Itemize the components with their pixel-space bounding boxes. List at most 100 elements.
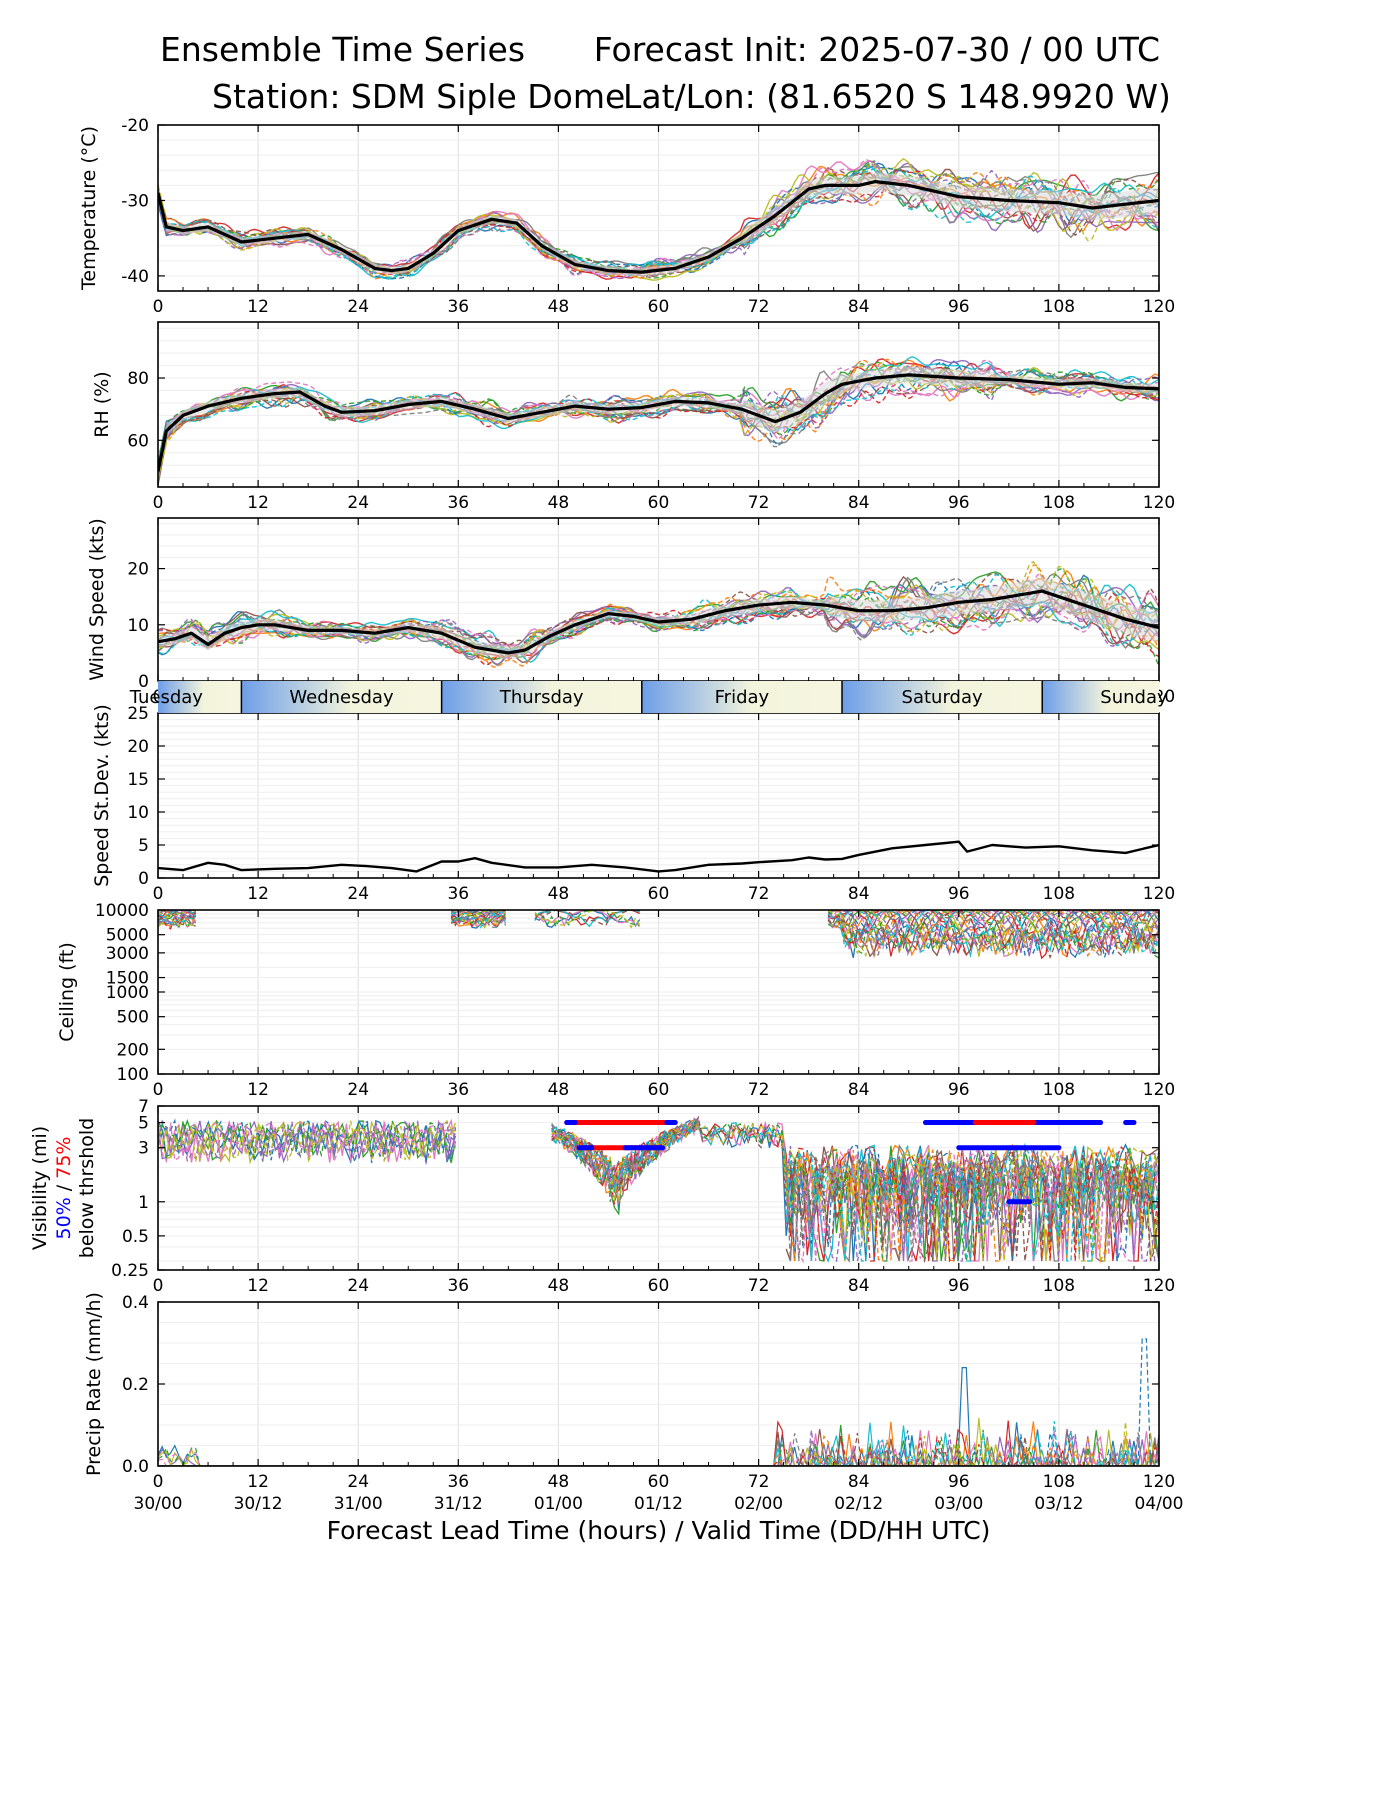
y-tick-label: 5 xyxy=(138,1114,149,1134)
y-tick-label: 0.25 xyxy=(111,1261,149,1281)
x-tick-label: 12 xyxy=(247,884,269,904)
y-tick-label: 100 xyxy=(117,1065,149,1085)
x-tick-label: 84 xyxy=(848,297,870,317)
ensemble-member-line xyxy=(158,910,1159,957)
x-tick-label: 96 xyxy=(948,1276,970,1296)
x-tick-label: 108 xyxy=(1043,297,1075,317)
y-tick-label: 5000 xyxy=(106,926,149,946)
ensemble-member-line xyxy=(158,1118,1159,1262)
y-axis-title: Precip Rate (mm/h) xyxy=(83,1292,105,1476)
legend-50pct: 50% xyxy=(53,1197,75,1239)
panel-6-axes: 0 12 24 36 48 60 72 84 96 108 120 0.25 0.5 1 3 57 xyxy=(111,1097,1175,1296)
panel-4-grid xyxy=(157,712,1160,879)
x-tick-label: 0 xyxy=(153,297,164,317)
x-tick-label: 120 xyxy=(1143,1080,1175,1100)
y-axis-title: Temperature (°C) xyxy=(78,126,100,291)
y-tick-label: 10 xyxy=(127,616,149,636)
x-tick-label: 48 xyxy=(548,297,570,317)
day-label: Friday xyxy=(715,687,770,708)
y-tick-label: 0.0 xyxy=(122,1457,149,1477)
x-tick-label: 48 xyxy=(548,1472,570,1492)
day-segment xyxy=(1042,681,1159,713)
day-segment xyxy=(241,681,442,713)
x-tick-label: 12 xyxy=(247,1080,269,1100)
x-tick-label: 24 xyxy=(347,493,369,513)
ensemble-member-line xyxy=(158,374,1159,467)
x-tick-label: 36 xyxy=(447,493,469,513)
ensemble-member-line xyxy=(158,361,1159,479)
x-tick-label: 24 xyxy=(347,1080,369,1100)
x-tick-label: 72 xyxy=(748,884,770,904)
ensemble-member-line xyxy=(158,910,1159,959)
day-label: Wednesday xyxy=(289,687,394,708)
ensemble-member-line xyxy=(158,910,1159,958)
x-tick-label: 24 xyxy=(347,297,369,317)
x-axis-title: Forecast Lead Time (hours) / Valid Time … xyxy=(327,1516,991,1545)
x-tick-label: 12 xyxy=(247,1276,269,1296)
x-tick-label: 24 xyxy=(347,1276,369,1296)
panel-6-members xyxy=(158,1115,1159,1264)
x-tick-label: 96 xyxy=(948,884,970,904)
ensemble-member-line xyxy=(551,1120,1159,1262)
x-tick-label: 60 xyxy=(648,297,670,317)
x-tick-label: 12 xyxy=(247,297,269,317)
valid-time-label: 01/00 xyxy=(534,1494,583,1514)
ensemble-member-line xyxy=(158,572,1159,650)
panel-3-members xyxy=(158,560,1159,668)
x-tick-label: 60 xyxy=(648,1472,670,1492)
ensemble-member-line xyxy=(158,366,1159,471)
y-tick-label: 1500 xyxy=(106,969,149,989)
x-tick-label: 120 xyxy=(1143,1472,1175,1492)
y-tick-label: 15 xyxy=(127,770,149,790)
panel-1-members xyxy=(158,157,1159,281)
panel-5-grid xyxy=(157,909,1160,1075)
legend-separator: / xyxy=(53,1179,75,1197)
x-tick-label: 60 xyxy=(648,1276,670,1296)
ensemble-member-line xyxy=(158,1417,1159,1466)
valid-time-label: 04/00 xyxy=(1135,1494,1184,1514)
forecast-init-label: Forecast Init: 2025-07-30 / 00 UTC xyxy=(593,30,1160,69)
y-axis-title: Ceiling (ft) xyxy=(56,942,78,1042)
day-segment xyxy=(842,681,1043,713)
x-tick-label: 48 xyxy=(548,493,570,513)
x-tick-label: 0 xyxy=(153,1276,164,1296)
x-tick-label: 48 xyxy=(548,884,570,904)
valid-time-label: 30/12 xyxy=(234,1494,283,1514)
y-axis-title: Speed St.Dev. (kts) xyxy=(91,704,113,887)
x-tick-label: 72 xyxy=(748,1080,770,1100)
y-tick-label: 1 xyxy=(138,1193,149,1213)
y-tick-label: 0.2 xyxy=(122,1375,149,1395)
x-tick-label: 120 xyxy=(1143,297,1175,317)
ensemble-member-line xyxy=(158,161,1159,279)
y-tick-label: 10 xyxy=(127,803,149,823)
x-tick-label: 84 xyxy=(848,884,870,904)
x-tick-label: 60 xyxy=(648,493,670,513)
x-tick-label: 60 xyxy=(648,884,670,904)
x-tick-label: 0 xyxy=(153,1472,164,1492)
x-tick-label: 72 xyxy=(748,493,770,513)
y-tick-label: 25 xyxy=(127,704,149,724)
ensemble-mean-line xyxy=(158,589,1159,655)
valid-time-label: 31/12 xyxy=(434,1494,483,1514)
y-tick-label: 0 xyxy=(138,672,149,692)
valid-time-label: 01/12 xyxy=(634,1494,683,1514)
x-tick-label: 84 xyxy=(848,1276,870,1296)
panel-7-axes: 0 12 24 36 48 60 72 84 96 108 120 0.0 0.2 0.4 xyxy=(122,1293,1175,1492)
y-tick-label: 0 xyxy=(138,869,149,889)
y-tick-label: -20 xyxy=(121,116,149,136)
panel-5-axes: 0 12 24 36 48 60 72 84 96 108 120 100 200 500 10001500… xyxy=(95,901,1175,1100)
y-tick-label: 200 xyxy=(117,1040,149,1060)
day-label: Thursday xyxy=(499,687,584,708)
y-tick-label: -30 xyxy=(121,191,149,211)
ensemble-member-line xyxy=(158,573,1159,655)
x-tick-label: 12 xyxy=(247,1472,269,1492)
day-label: Tuesday xyxy=(129,687,204,708)
day-segment xyxy=(441,681,642,713)
y-axis-title: below thrshold xyxy=(76,1118,98,1258)
y-tick-label: 80 xyxy=(127,369,149,389)
day-segment xyxy=(158,681,242,713)
y-tick-label: -40 xyxy=(121,267,149,287)
spread-band xyxy=(158,577,1159,659)
ensemble-member-line xyxy=(158,1119,1159,1262)
